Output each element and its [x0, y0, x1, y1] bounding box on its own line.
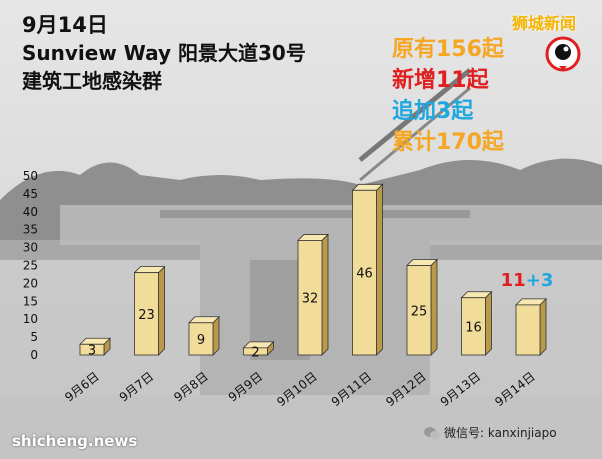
bar: [243, 347, 268, 356]
wechat-label: 微信号: kanxinjiapo: [444, 426, 557, 440]
y-tick-label: 50: [23, 169, 38, 183]
watermark: shicheng.news: [12, 432, 138, 450]
bar-data-label: 25: [411, 304, 428, 319]
bar: [134, 272, 159, 356]
y-tick-label: 20: [23, 276, 38, 290]
y-tick-label: 30: [23, 241, 38, 255]
bar-side: [321, 233, 329, 356]
y-tick-label: 40: [23, 205, 38, 219]
wechat-icon: [424, 426, 440, 439]
brand-name: 狮城新闻: [512, 14, 577, 33]
bar-data-label: 23: [138, 308, 155, 323]
chart-header: 9月14日 Sunview Way 阳景大道30号 建筑工地感染群: [22, 12, 306, 94]
x-tick-label: 9月13日: [438, 369, 484, 409]
x-tick-label: 9月11日: [329, 369, 375, 409]
bar-data-label: 3: [88, 344, 96, 359]
stat-total: 累计170起: [392, 130, 504, 155]
y-tick-label: 35: [23, 223, 38, 237]
stat-new: 新增11起: [392, 68, 489, 93]
bar: [79, 343, 105, 356]
bar-data-label: 9: [197, 333, 205, 348]
bar-side: [485, 290, 492, 356]
x-tick-label: 9月14日: [492, 369, 538, 409]
x-tick-label: 9月8日: [171, 369, 211, 404]
stat-original: 原有156起: [392, 37, 504, 62]
y-tick-label: 0: [30, 348, 38, 362]
y-tick-label: 10: [23, 312, 38, 326]
y-tick-label: 45: [23, 187, 38, 201]
bar: [515, 304, 541, 356]
y-tick-label: 5: [30, 330, 38, 344]
bar-side: [539, 297, 547, 356]
date-title: 9月14日: [22, 13, 108, 37]
location-title: Sunview Way 阳景大道30号: [22, 41, 306, 65]
case-stats: 原有156起 新增11起 追加3起 累计170起: [392, 34, 504, 158]
x-tick-label: 9月9日: [226, 369, 266, 404]
bar-side: [158, 265, 165, 356]
stat-added: 追加3起: [392, 99, 474, 124]
bar-data-label: 46: [356, 267, 373, 282]
bar: [461, 297, 486, 356]
x-tick-label: 9月10日: [274, 369, 320, 409]
bar-data-label: 32: [302, 292, 319, 307]
x-tick-label: 9月7日: [117, 369, 157, 404]
bar-data-label: 16: [465, 320, 482, 335]
x-tick-label: 9月12日: [383, 369, 429, 409]
cluster-title: 建筑工地感染群: [22, 69, 162, 93]
last-bar-annotation: 11+3: [501, 270, 554, 291]
bar-side: [212, 315, 220, 356]
y-tick-label: 25: [23, 259, 38, 273]
bar: [188, 322, 214, 356]
bar-data-label: 2: [251, 345, 259, 360]
bar: [352, 189, 377, 356]
wechat-id: 微信号: kanxinjiapo: [424, 424, 557, 441]
y-tick-label: 15: [23, 294, 38, 308]
bar-side: [376, 183, 383, 356]
bar: [297, 240, 323, 356]
bar: [406, 265, 432, 356]
bar-side: [430, 258, 438, 356]
lion-city-news-logo-icon: [545, 36, 581, 72]
x-tick-label: 9月6日: [62, 369, 102, 404]
